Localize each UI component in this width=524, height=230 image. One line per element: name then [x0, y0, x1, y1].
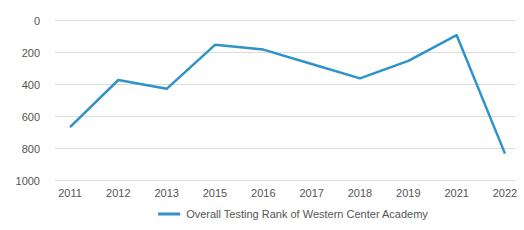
legend: Overall Testing Rank of Western Center A… — [158, 208, 428, 220]
x-tick-label: 2021 — [444, 187, 468, 199]
grid-line — [55, 52, 515, 53]
x-tick-label: 2017 — [299, 187, 323, 199]
legend-label: Overall Testing Rank of Western Center A… — [186, 208, 428, 220]
x-tick-label: 2012 — [106, 187, 130, 199]
x-tick-label: 2022 — [493, 187, 517, 199]
grid-line — [55, 180, 515, 181]
legend-swatch — [158, 213, 180, 216]
x-tick-label: 2013 — [154, 187, 178, 199]
range-edge — [55, 180, 515, 181]
x-tick-label: 2011 — [58, 187, 82, 199]
y-tick-label: 600 — [22, 111, 40, 123]
grid-line — [55, 20, 515, 21]
y-tick-label: 1000 — [16, 175, 40, 187]
y-tick-label: 0 — [34, 15, 40, 27]
x-tick-label: 2018 — [348, 187, 372, 199]
chart-root: 0 200 400 600 800 1000 2011 2012 2013 2015 2016 201… — [0, 0, 524, 230]
x-tick-label: 2016 — [251, 187, 275, 199]
y-tick-label: 800 — [22, 143, 40, 155]
series-line — [70, 35, 505, 153]
plot-area — [70, 35, 505, 153]
grid-line — [55, 148, 515, 149]
x-tick-label: 2019 — [396, 187, 420, 199]
chart-svg: 0 200 400 600 800 1000 2011 2012 2013 2015 2016 201… — [0, 0, 524, 230]
range-edge — [55, 20, 515, 21]
y-grid — [55, 21, 515, 181]
grid-line — [55, 116, 515, 117]
y-tick-label: 400 — [22, 79, 40, 91]
grid-line — [55, 84, 515, 85]
x-tick-label: 2015 — [203, 187, 227, 199]
y-tick-label: 200 — [22, 47, 40, 59]
